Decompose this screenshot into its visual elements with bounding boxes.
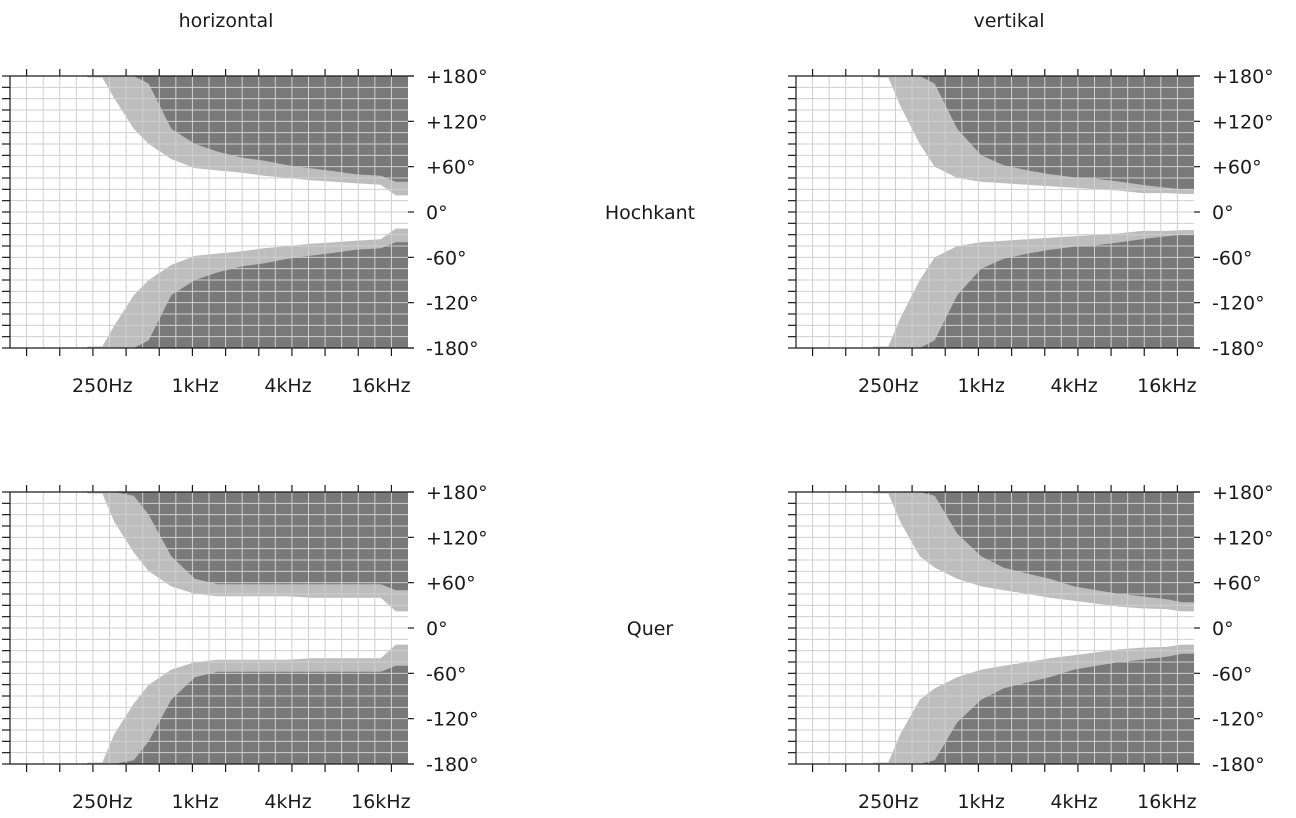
grid <box>796 76 1194 348</box>
y-tick-label: +60° <box>1212 573 1262 595</box>
y-tick-label: +180° <box>1212 482 1274 504</box>
dark-region-lower <box>873 653 1194 764</box>
dark-region-upper <box>87 492 409 591</box>
x-tick-label: 250Hz <box>858 791 919 813</box>
y-tick-label: +180° <box>426 482 488 504</box>
y-tick-label: +120° <box>426 111 488 133</box>
x-tick-label: 1kHz <box>957 375 1004 397</box>
y-tick-label: +120° <box>1212 527 1274 549</box>
chart-svg: +180° +120° +60° 0° -60° -120° -180° 250Hz 1kHz 4… <box>788 482 1274 813</box>
y-tick-label: +180° <box>426 66 488 88</box>
x-tick-label: 16kHz <box>351 791 410 813</box>
y-tick-label: -60° <box>1212 663 1253 685</box>
y-tick-label: 0° <box>1212 618 1234 640</box>
x-tick-label: 16kHz <box>1137 791 1196 813</box>
y-tick-label: -120° <box>1212 293 1265 315</box>
x-tick-label: 250Hz <box>72 791 133 813</box>
y-tick-label: +60° <box>426 157 476 179</box>
polar-map-vertikal-hochkant: +180° +120° +60° 0° -60° -120° -180° 250Hz 1kHz 4… <box>786 66 1296 402</box>
column-title-vertikal: vertikal <box>973 10 1045 32</box>
y-tick-label: 0° <box>1212 202 1234 224</box>
polar-map-vertikal-quer: +180° +120° +60° 0° -60° -120° -180° 250Hz 1kHz 4… <box>786 482 1296 818</box>
x-tick-label: 250Hz <box>858 375 919 397</box>
chart-svg: +180° +120° +60° 0° -60° -120° -180° 250Hz 1kHz 4… <box>2 482 488 813</box>
row-label-hochkant: Hochkant <box>604 202 696 224</box>
x-tick-label: 1kHz <box>957 791 1004 813</box>
axes <box>2 485 414 772</box>
polar-map-horizontal-hochkant: +180° +120° +60° 0° -60° -120° -180° 250Hz 1kHz 4… <box>0 66 510 402</box>
polar-map-horizontal-quer: +180° +120° +60° 0° -60° -120° -180° 250Hz 1kHz 4… <box>0 482 510 818</box>
axes <box>2 69 414 356</box>
x-tick-label: 250Hz <box>72 375 133 397</box>
x-tick-label: 4kHz <box>264 791 311 813</box>
dark-region-lower <box>87 665 409 764</box>
y-tick-label: -60° <box>426 663 467 685</box>
y-tick-label: -60° <box>1212 247 1253 269</box>
y-tick-label: -180° <box>1212 754 1265 776</box>
y-tick-label: +60° <box>426 573 476 595</box>
grid <box>10 76 408 348</box>
x-tick-label: 4kHz <box>1050 375 1097 397</box>
y-tick-label: -180° <box>426 338 479 360</box>
y-tick-label: 0° <box>426 618 448 640</box>
chart-svg: +180° +120° +60° 0° -60° -120° -180° 250Hz 1kHz 4… <box>788 66 1274 397</box>
grid <box>796 492 1194 764</box>
row-label-quer: Quer <box>626 618 674 640</box>
y-tick-label: -120° <box>426 709 479 731</box>
x-tick-label: 1kHz <box>171 791 218 813</box>
y-tick-label: -120° <box>1212 709 1265 731</box>
y-tick-label: +120° <box>1212 111 1274 133</box>
y-tick-label: +120° <box>426 527 488 549</box>
dark-region-upper <box>873 492 1194 603</box>
x-tick-label: 4kHz <box>264 375 311 397</box>
chart-svg: +180° +120° +60° 0° -60° -120° -180° 250Hz 1kHz 4… <box>2 66 488 397</box>
x-tick-label: 1kHz <box>171 375 218 397</box>
y-tick-label: 0° <box>426 202 448 224</box>
column-title-horizontal: horizontal <box>178 10 274 32</box>
x-tick-label: 16kHz <box>351 375 410 397</box>
y-tick-label: -120° <box>426 293 479 315</box>
y-tick-label: -180° <box>1212 338 1265 360</box>
y-tick-label: +180° <box>1212 66 1274 88</box>
y-tick-label: +60° <box>1212 157 1262 179</box>
grid <box>10 492 408 764</box>
axes <box>788 485 1200 772</box>
y-tick-label: -60° <box>426 247 467 269</box>
axes <box>788 69 1200 356</box>
y-tick-label: -180° <box>426 754 479 776</box>
x-tick-label: 4kHz <box>1050 791 1097 813</box>
x-tick-label: 16kHz <box>1137 375 1196 397</box>
